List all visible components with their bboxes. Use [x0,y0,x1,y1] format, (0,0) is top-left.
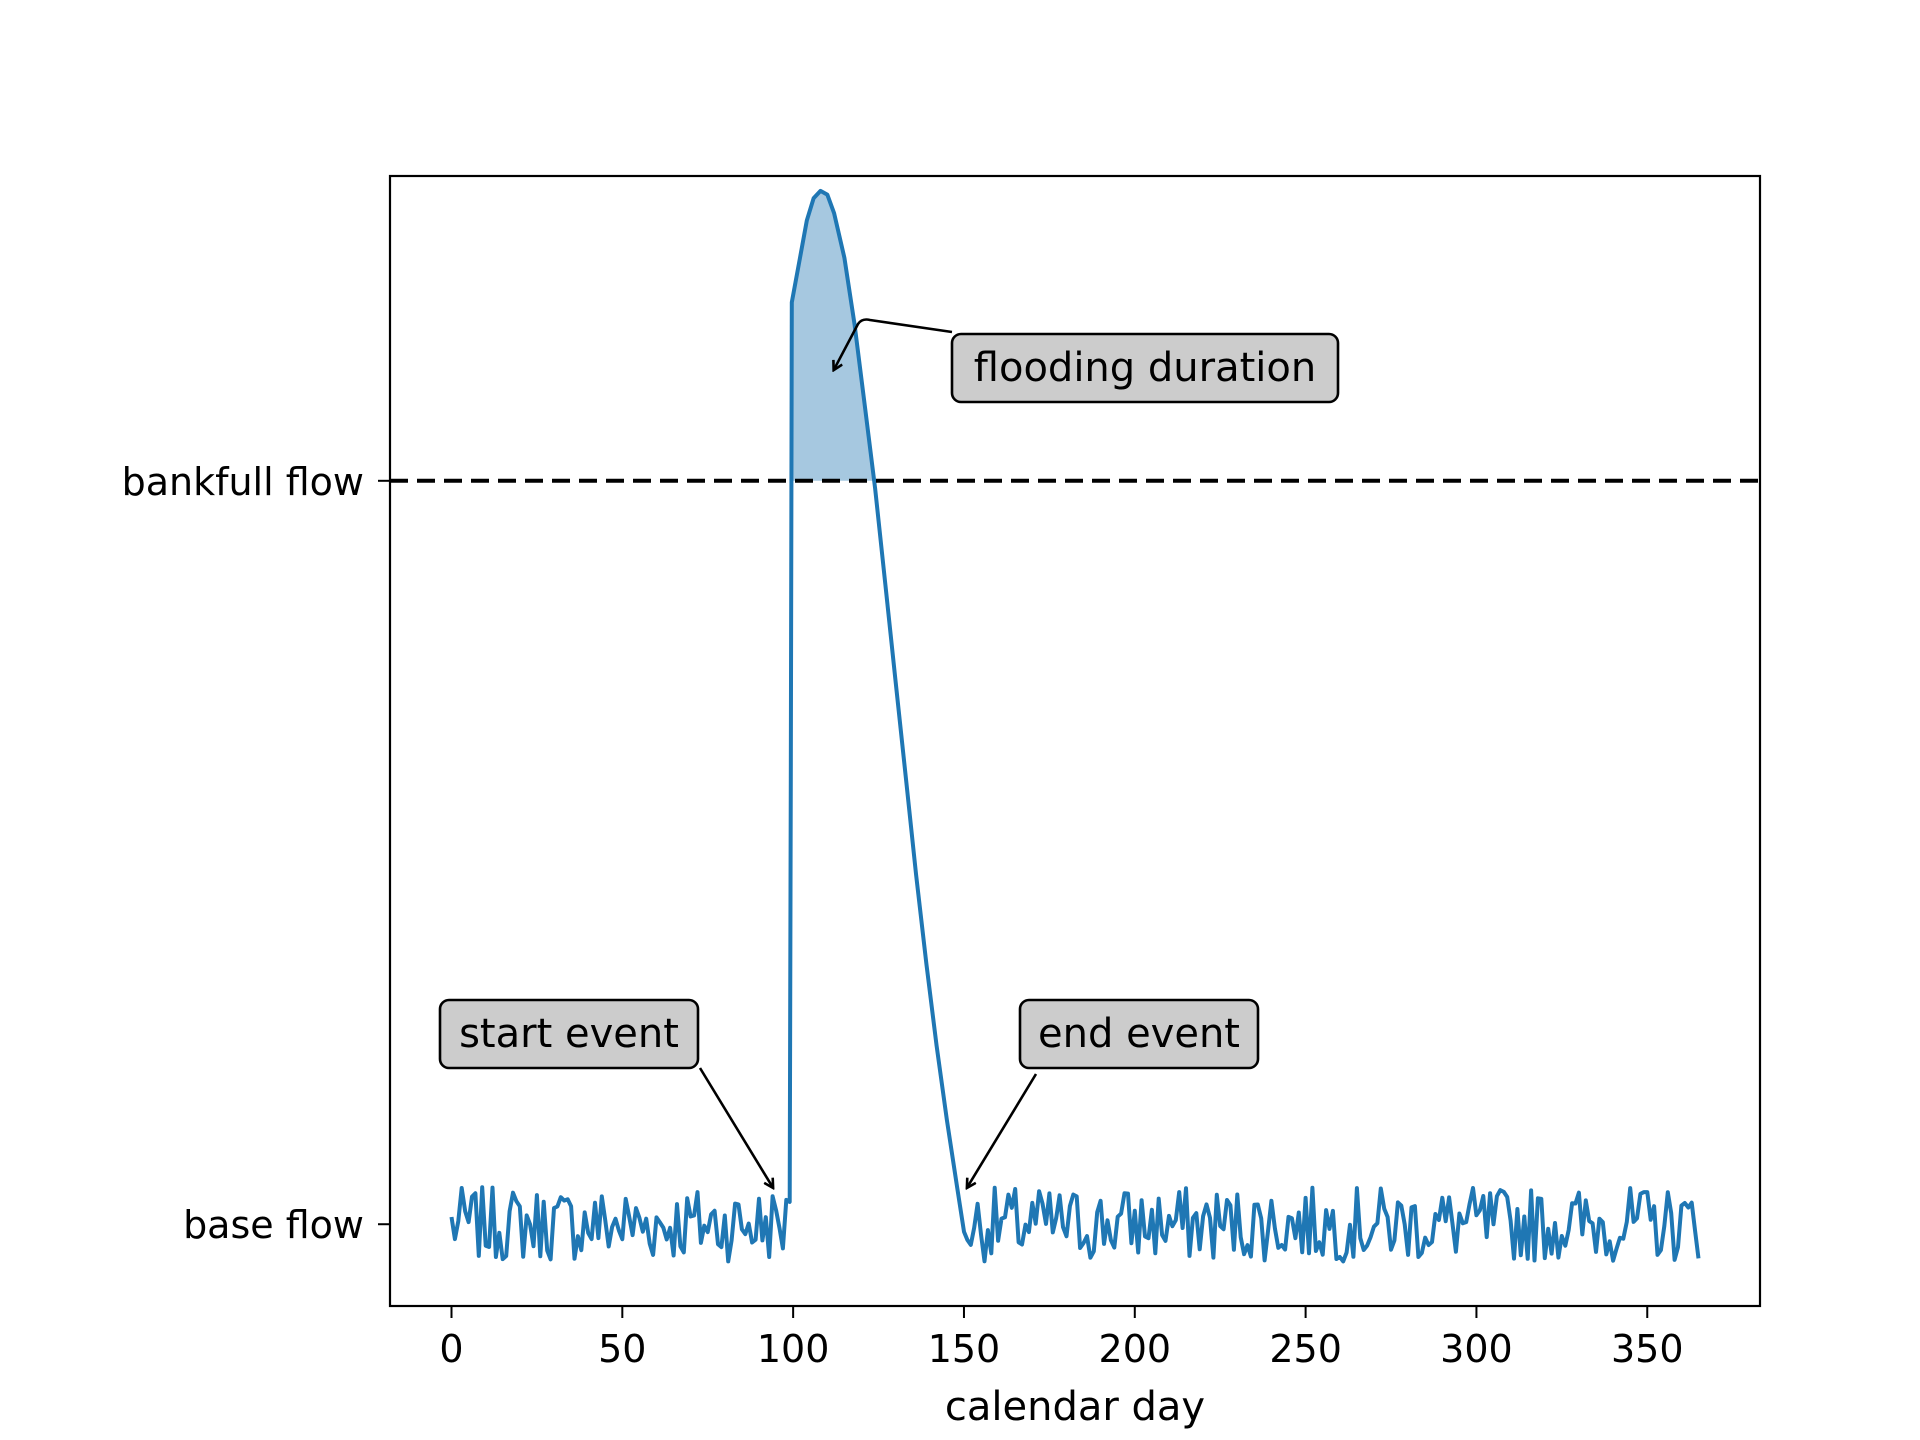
annotation-box-2 [950,332,1340,404]
x-tick-label-200: 200 [1099,1327,1172,1371]
y-tick-label-0: base flow [183,1203,364,1247]
annotation-label-2: flooding duration [974,345,1316,391]
annotation-arrow-2 [834,318,953,370]
x-tick-label-150: 150 [928,1327,1001,1371]
annotation-box-0 [438,998,700,1070]
flow-series-line [449,188,1701,1264]
annotation-arrow-1 [967,1073,1038,1187]
x-tick-label-50: 50 [598,1327,646,1371]
annotation-arrow-0 [698,1067,773,1187]
annotation-box-1 [1018,998,1260,1070]
flooding-duration-area [791,190,875,481]
y-tick-label-1: bankfull flow [122,460,364,504]
x-tick-label-100: 100 [757,1327,830,1371]
x-tick-label-300: 300 [1440,1327,1513,1371]
x-tick-label-350: 350 [1611,1327,1684,1371]
x-tick-label-250: 250 [1269,1327,1342,1371]
annotation-label-0: start event [459,1011,679,1057]
x-axis-label: calendar day [945,1384,1205,1430]
plot-frame [388,174,1762,1308]
x-tick-label-0: 0 [439,1327,463,1371]
annotation-label-1: end event [1038,1011,1240,1057]
